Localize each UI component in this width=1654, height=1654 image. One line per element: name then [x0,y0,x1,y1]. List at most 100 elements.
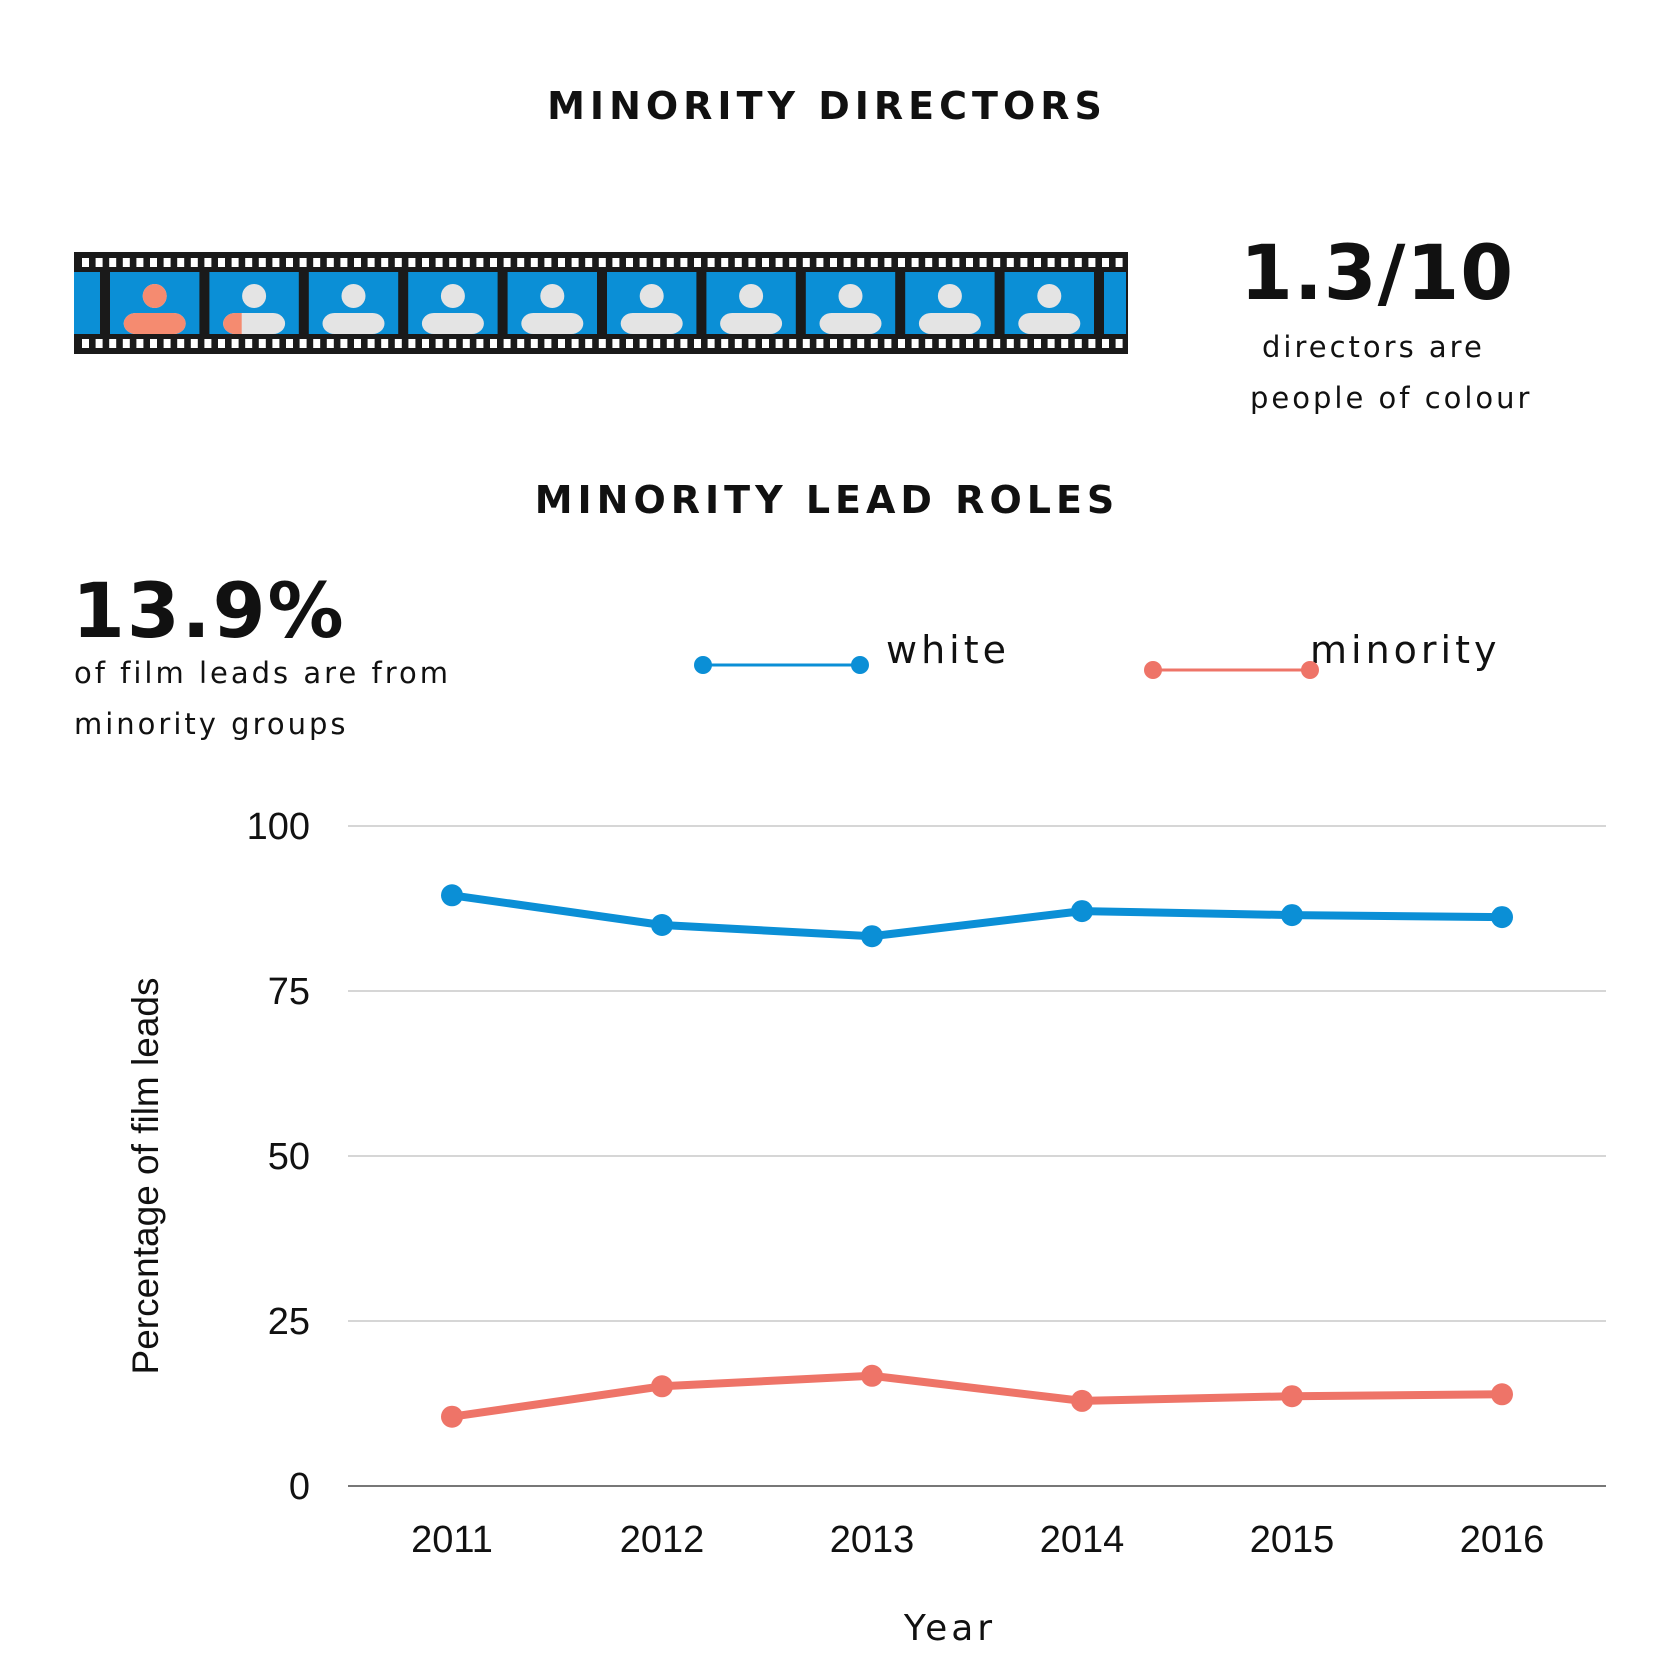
sprocket-hole [354,258,361,267]
sprocket-hole [517,258,525,267]
sprocket-hole [707,339,715,348]
sprocket-hole [190,258,198,267]
sprocket-hole [1034,258,1041,267]
sprocket-hole [966,339,973,348]
sprocket-hole [843,339,851,348]
sprocket-hole [938,258,946,267]
sprocket-hole [1115,258,1123,267]
sprocket-hole [1061,258,1069,267]
person-icon-minority [142,284,167,308]
sprocket-hole [666,258,674,267]
sprocket-hole [789,339,797,348]
sprocket-hole [299,339,307,348]
person-icon [1018,313,1081,334]
sprocket-hole [952,258,960,267]
data-point-white [1491,906,1513,929]
sprocket-hole [1102,339,1109,348]
data-point-minority [1071,1389,1093,1412]
data-point-minority [1491,1383,1513,1406]
sprocket-hole [734,339,742,348]
sprocket-hole [462,258,470,267]
x-tick-label: 2012 [620,1519,705,1561]
sprocket-hole [952,339,960,348]
sprocket-hole [367,258,375,267]
sprocket-hole [150,339,157,348]
sprocket-hole [1088,339,1096,348]
person-icon [440,284,465,308]
person-icon [918,313,981,334]
person-icon [242,284,267,308]
y-tick-label: 100 [247,806,310,848]
sprocket-hole [762,339,769,348]
sprocket-hole [517,339,525,348]
sprocket-hole [218,258,225,267]
x-tick-label: 2015 [1250,1519,1335,1561]
sprocket-hole [775,339,783,348]
sprocket-hole [177,258,185,267]
sprocket-hole [313,258,321,267]
sprocket-hole [898,258,905,267]
person-icon [838,284,863,308]
sprocket-hole [544,258,552,267]
sprocket-hole [802,339,810,348]
sprocket-hole [394,339,402,348]
sprocket-hole [857,339,865,348]
sprocket-hole [367,339,375,348]
sprocket-hole [558,339,565,348]
person-icon [421,313,484,334]
sprocket-hole [734,258,742,267]
sprocket-hole [95,339,103,348]
sprocket-hole [1020,258,1028,267]
sprocket-hole [95,258,103,267]
sprocket-hole [476,258,484,267]
sprocket-hole [231,258,239,267]
person-icon [639,284,664,308]
sprocket-hole [326,258,334,267]
sprocket-hole [1074,258,1082,267]
sprocket-hole [816,339,824,348]
sprocket-hole [639,339,647,348]
sprocket-hole [544,339,552,348]
data-point-minority [441,1405,463,1428]
person-icon-minority [223,313,242,334]
legend-minority-marker [1301,661,1319,679]
person-icon [819,313,882,334]
sprocket-hole [626,258,633,267]
sprocket-hole [1034,339,1041,348]
sprocket-hole [571,258,579,267]
sprocket-hole [136,339,144,348]
person-icon [521,313,584,334]
sprocket-hole [381,339,389,348]
sprocket-hole [422,258,429,267]
sprocket-hole [925,258,933,267]
sprocket-hole [136,258,144,267]
sprocket-hole [408,339,416,348]
legend-minority-marker [1144,661,1162,679]
data-point-minority [1281,1385,1303,1408]
sprocket-hole [503,339,511,348]
person-icon-minority [123,313,186,334]
sprocket-hole [449,339,457,348]
y-tick-label: 75 [268,971,310,1013]
sprocket-hole [680,258,688,267]
sprocket-hole [558,258,565,267]
sprocket-hole [150,258,157,267]
sprocket-hole [789,258,797,267]
data-point-minority [651,1375,673,1398]
sprocket-hole [231,339,239,348]
sprocket-hole [109,339,117,348]
sprocket-hole [585,258,593,267]
legend-white-marker [851,656,869,674]
sprocket-hole [422,339,429,348]
sprocket-hole [1047,339,1055,348]
sprocket-hole [748,339,756,348]
sprocket-hole [190,339,198,348]
sprocket-hole [1102,258,1109,267]
sprocket-hole [245,258,253,267]
sprocket-hole [462,339,470,348]
y-axis-title: Percentage of film leads [125,978,166,1375]
lead-percentage-caption-line2: minority groups [74,707,349,741]
film-strip-group [74,252,1128,354]
sprocket-hole [721,258,729,267]
